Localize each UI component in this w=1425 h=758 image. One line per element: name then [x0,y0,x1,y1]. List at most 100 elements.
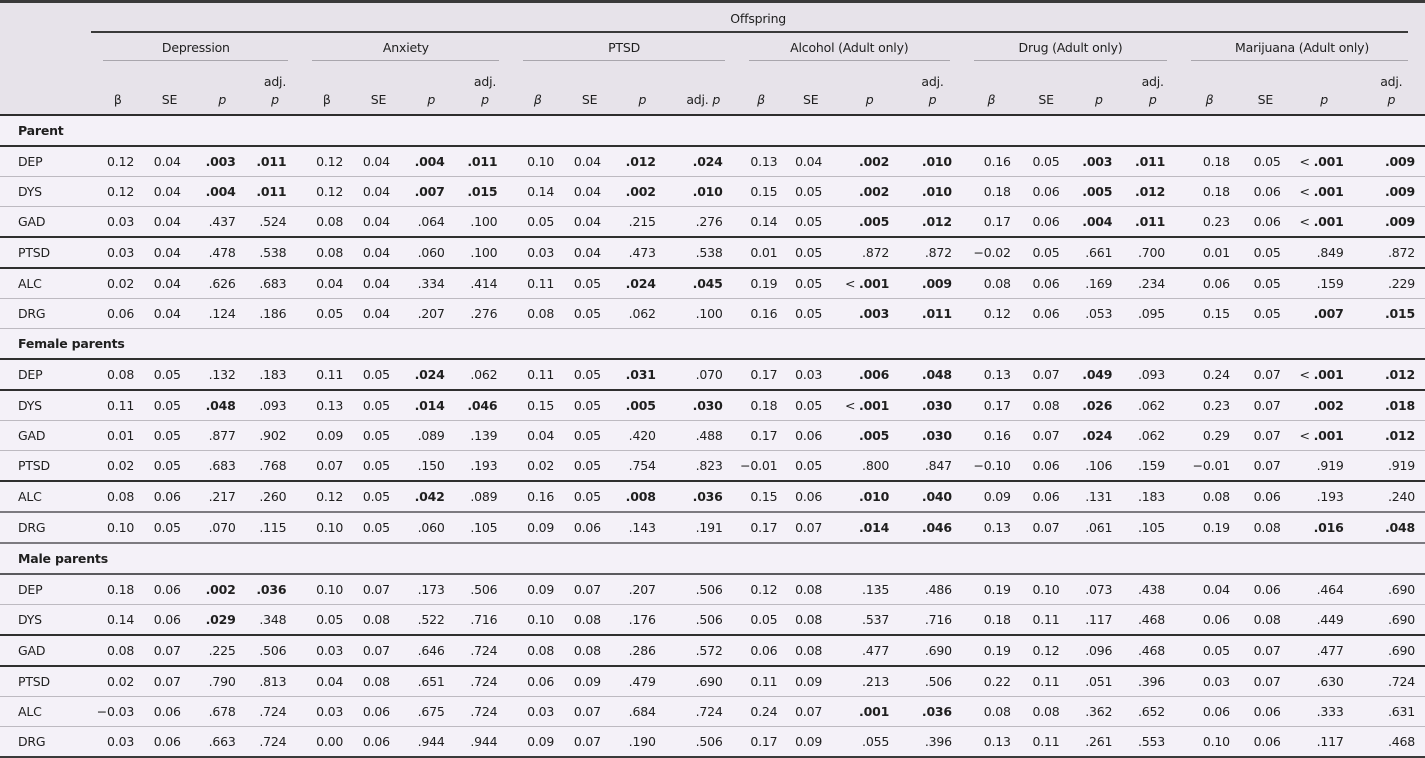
table-cell: .011 [1126,206,1180,238]
table-cell: .117 [1290,726,1358,758]
table-cell: .002 [836,146,904,177]
table-cell: .213 [836,666,904,697]
table-body: Parent DEP 0.12 0.04.003.011 0.12 0.04.004.01… [0,115,1425,758]
table-cell: .690 [1357,635,1425,667]
table-cell: .015 [1357,298,1425,329]
row-label: DYS [0,390,92,421]
row-label: ALC [0,696,92,727]
table-cell: .919 [1357,450,1425,482]
col-header-beta: β [300,61,354,116]
table-cell: .014 [836,512,904,544]
table-cell: 0.06 [1239,726,1291,758]
beta-symbol: β [533,92,542,107]
group-label: Marijuana (Adult only) [1235,39,1370,55]
table-cell: .093 [1126,359,1180,391]
table-cell: 0.08 [91,481,145,513]
row-label: DRG [0,512,92,544]
table-cell: 0.29 [1179,420,1240,451]
table-cell: 0.11 [1020,604,1072,636]
table-cell: 0.06 [1020,298,1072,329]
table-cell: .537 [836,604,904,636]
table-cell: < .001 [1290,420,1358,451]
table-cell: .626 [194,268,250,299]
table-cell: .169 [1071,268,1127,299]
table-row: DRG 0.03 0.06.663.724 0.00 0.06.944.944 0.09 0… [0,726,1425,758]
table-cell: .049 [1071,359,1127,391]
table-cell: 0.08 [961,268,1021,299]
table-cell: 0.13 [961,512,1021,544]
table-cell: 0.08 [1179,481,1240,513]
table-row: ALC 0.02 0.04.626.683 0.04 0.04.334.414 0.11 0… [0,268,1425,299]
table-cell: .872 [836,237,904,269]
table-cell: 0.03 [511,237,565,269]
table-cell: 0.05 [353,450,404,482]
table-cell: 0.18 [1179,176,1240,207]
table-cell: 0.04 [564,237,615,269]
table-cell: .396 [1126,666,1180,697]
table-cell: 0.07 [1239,420,1291,451]
table-cell: 0.07 [1239,666,1291,697]
table-cell: 0.05 [1020,146,1072,177]
table-cell: 0.05 [1020,237,1072,269]
table-cell: .010 [836,481,904,513]
table-cell: 0.05 [300,604,354,636]
col-header-se: SE [564,61,615,116]
table-cell: 0.08 [785,604,837,636]
table-cell: .042 [403,481,459,513]
table-cell: .215 [614,206,670,238]
col-header-p: p [1290,61,1358,116]
table-cell: .011 [458,146,512,177]
table-row: DEP 0.18 0.06.002.036 0.10 0.07.173.506 0.09 0… [0,574,1425,605]
table-cell: .506 [669,574,737,605]
table-cell: .477 [836,635,904,667]
table-cell: 0.06 [144,481,195,513]
table-cell: 0.06 [1239,176,1291,207]
p-label: p [218,92,227,107]
table-cell: 0.15 [736,176,786,207]
table-cell: 0.23 [1179,206,1240,238]
table-cell: .004 [1071,206,1127,238]
group-rule [748,60,950,61]
table-cell: .646 [403,635,459,667]
table-cell: 0.07 [1020,512,1072,544]
table-cell: .139 [458,420,512,451]
table-cell: 0.04 [144,176,195,207]
table-cell: 0.17 [961,206,1021,238]
col-header-p: p [614,61,670,116]
table-cell: .348 [249,604,301,636]
table-cell: .630 [1290,666,1358,697]
table-row: GAD 0.08 0.07.225.506 0.03 0.07.646.724 0.08 0… [0,635,1425,667]
table-cell: 0.07 [144,635,195,667]
table-cell: .005 [836,206,904,238]
table-cell: 0.07 [564,726,615,758]
table-cell: .135 [836,574,904,605]
group-label: Depression [161,39,230,55]
table-cell: 0.11 [511,268,565,299]
table-cell: < .001 [1290,359,1358,391]
table-cell: 0.08 [353,604,404,636]
table-cell: .002 [194,574,250,605]
table-row: DYS 0.11 0.05.048.093 0.13 0.05.014.046 0.15 0… [0,390,1425,421]
table-cell: 0.03 [785,359,837,391]
table-cell: .012 [1357,420,1425,451]
table-cell: .045 [669,268,737,299]
table-cell: .506 [249,635,301,667]
p-label: p [427,92,436,107]
table-cell: .944 [458,726,512,758]
table-cell: 0.06 [736,635,786,667]
table-cell: 0.05 [785,390,837,421]
row-label: DYS [0,176,92,207]
table-cell: .234 [1126,268,1180,299]
table-cell: 0.06 [1179,604,1240,636]
table-cell: .191 [669,512,737,544]
table-cell: 0.18 [961,176,1021,207]
table-cell: .053 [1071,298,1127,329]
table-cell: .048 [194,390,250,421]
table-cell: 0.17 [736,359,786,391]
table-cell: 0.05 [144,420,195,451]
table-cell: .024 [614,268,670,299]
table-cell: .768 [249,450,301,482]
table-cell: .524 [249,206,301,238]
col-header-beta: β [91,61,145,116]
table-cell: .073 [1071,574,1127,605]
